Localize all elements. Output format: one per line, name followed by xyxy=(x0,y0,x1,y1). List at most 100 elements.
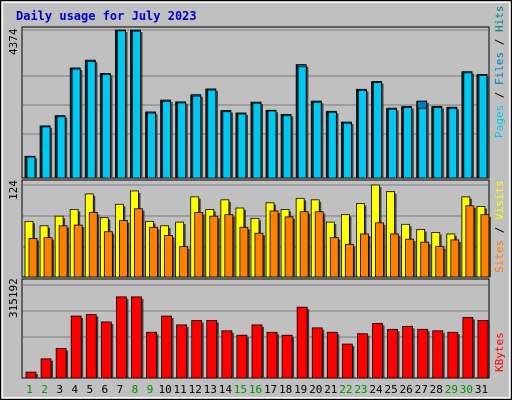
pages-bar-day-23 xyxy=(358,89,367,179)
kbytes-bar-day-19 xyxy=(296,306,308,379)
kbytes-bar-day-18 xyxy=(281,334,293,379)
ymax-label-mid: 124 xyxy=(7,180,20,200)
day-label-30: 30 xyxy=(459,383,474,396)
pages-bar-day-7 xyxy=(116,30,126,179)
kbytes-bar-day-21 xyxy=(326,331,338,379)
pages-bar-day-6 xyxy=(101,74,111,179)
pages-bar-day-28 xyxy=(433,107,443,179)
kbytes-bar-day-30 xyxy=(462,317,474,379)
pages-bar-day-10 xyxy=(162,101,171,179)
pages-bar-day-15 xyxy=(237,113,247,179)
kbytes-bar-day-22 xyxy=(341,343,353,379)
pages-bar-day-8 xyxy=(132,30,141,179)
sites-bar-day-31 xyxy=(480,214,490,278)
kbytes-bar-day-17 xyxy=(266,331,278,379)
kbytes-bar-day-3 xyxy=(55,348,67,379)
pages-bar-day-5 xyxy=(86,61,96,179)
legend-mid-part-1: / xyxy=(493,220,506,240)
sites-bar-day-15 xyxy=(239,226,249,278)
pages-bar-day-24 xyxy=(373,82,382,179)
sites-bar-day-13 xyxy=(209,215,219,278)
legend-mid-part-2: Visits xyxy=(493,180,506,220)
day-label-16: 16 xyxy=(248,383,263,396)
day-label-4: 4 xyxy=(71,383,79,396)
sites-bar-day-24 xyxy=(375,222,384,278)
day-label-20: 20 xyxy=(309,383,323,396)
sites-bar-day-11 xyxy=(179,246,189,278)
kbytes-bar-day-15 xyxy=(236,334,248,379)
pages-bar-day-2 xyxy=(41,126,51,179)
pages-bar-day-25 xyxy=(388,108,397,179)
pages-bar-day-21 xyxy=(327,111,337,179)
kbytes-bar-day-8 xyxy=(131,296,142,379)
kbytes-bar-day-14 xyxy=(221,330,233,379)
day-label-2: 2 xyxy=(41,383,48,396)
day-label-27: 27 xyxy=(414,383,428,396)
pages-bar-day-14 xyxy=(222,111,232,179)
sites-bar-day-10 xyxy=(164,235,173,278)
kbytes-bar-day-2 xyxy=(40,358,52,379)
day-label-8: 8 xyxy=(131,383,139,396)
chart-title: Daily usage for July 2023 xyxy=(16,9,197,23)
sites-bar-day-19 xyxy=(299,211,309,278)
day-axis: 1 2 3 4 5 6 7 8 9 10 11 12 13 14 15 16 17 18 19 20 21 22 23 24 2… xyxy=(0,383,512,397)
ymax-label-bot: 315192 xyxy=(7,278,20,318)
kbytes-bar-day-16 xyxy=(251,324,263,379)
day-label-31: 31 xyxy=(474,383,489,396)
sites-bar-day-27 xyxy=(420,241,430,278)
sites-bar-day-30 xyxy=(465,205,475,278)
day-label-11: 11 xyxy=(173,383,187,396)
day-label-19: 19 xyxy=(294,383,308,396)
kbytes-bar-day-6 xyxy=(100,321,112,379)
pages-bar-day-27 xyxy=(418,108,428,179)
legend-top-part-0: Pages xyxy=(493,104,506,138)
sites-bar-day-16 xyxy=(254,232,264,278)
day-label-9: 9 xyxy=(146,383,154,396)
day-label-10: 10 xyxy=(158,383,172,396)
sites-bar-day-6 xyxy=(103,231,113,278)
sites-bar-day-7 xyxy=(118,220,128,278)
kbytes-bar-day-9 xyxy=(146,331,157,379)
kbytes-bar-day-20 xyxy=(311,327,323,379)
sites-bar-day-1 xyxy=(28,238,38,278)
ymax-label-top: 4374 xyxy=(7,28,20,56)
pages-bar-day-3 xyxy=(56,116,66,179)
legend-mid-part-0: Sites xyxy=(493,239,506,273)
kbytes-bar-day-26 xyxy=(402,325,414,379)
day-label-15: 15 xyxy=(233,383,248,396)
sites-bar-day-4 xyxy=(73,224,83,278)
day-label-13: 13 xyxy=(203,383,217,396)
sites-bar-day-26 xyxy=(405,238,415,278)
day-label-29: 29 xyxy=(444,383,458,396)
legend-top-part-4: Hits xyxy=(493,5,506,33)
sites-bar-day-8 xyxy=(134,208,143,278)
kbytes-bar-day-5 xyxy=(85,314,97,379)
sites-bar-day-5 xyxy=(88,212,98,278)
sites-bar-day-3 xyxy=(58,225,68,278)
kbytes-bar-day-25 xyxy=(387,328,398,379)
kbytes-bar-day-27 xyxy=(417,328,429,379)
kbytes-bar-day-29 xyxy=(447,331,459,379)
day-label-7: 7 xyxy=(116,383,124,396)
day-label-18: 18 xyxy=(279,383,293,396)
day-label-23: 23 xyxy=(354,383,368,396)
kbytes-bar-day-1 xyxy=(25,371,37,379)
sites-bar-day-12 xyxy=(194,212,204,278)
kbytes-bar-day-23 xyxy=(357,333,368,379)
sites-bar-day-14 xyxy=(224,214,234,278)
day-label-1: 1 xyxy=(26,383,33,396)
pages-bar-day-31 xyxy=(478,75,488,179)
kbytes-bar-day-13 xyxy=(206,320,218,379)
kbytes-bar-day-4 xyxy=(70,315,82,379)
kbytes-bar-day-28 xyxy=(432,330,444,379)
day-label-12: 12 xyxy=(188,383,202,396)
kbytes-bar-day-24 xyxy=(372,323,383,379)
kbytes-bar-day-31 xyxy=(477,320,489,379)
day-label-26: 26 xyxy=(399,383,413,396)
pages-bar-day-16 xyxy=(252,102,262,179)
sites-bar-day-20 xyxy=(314,211,324,278)
day-label-3: 3 xyxy=(56,383,63,396)
kbytes-bar-day-7 xyxy=(115,296,127,379)
